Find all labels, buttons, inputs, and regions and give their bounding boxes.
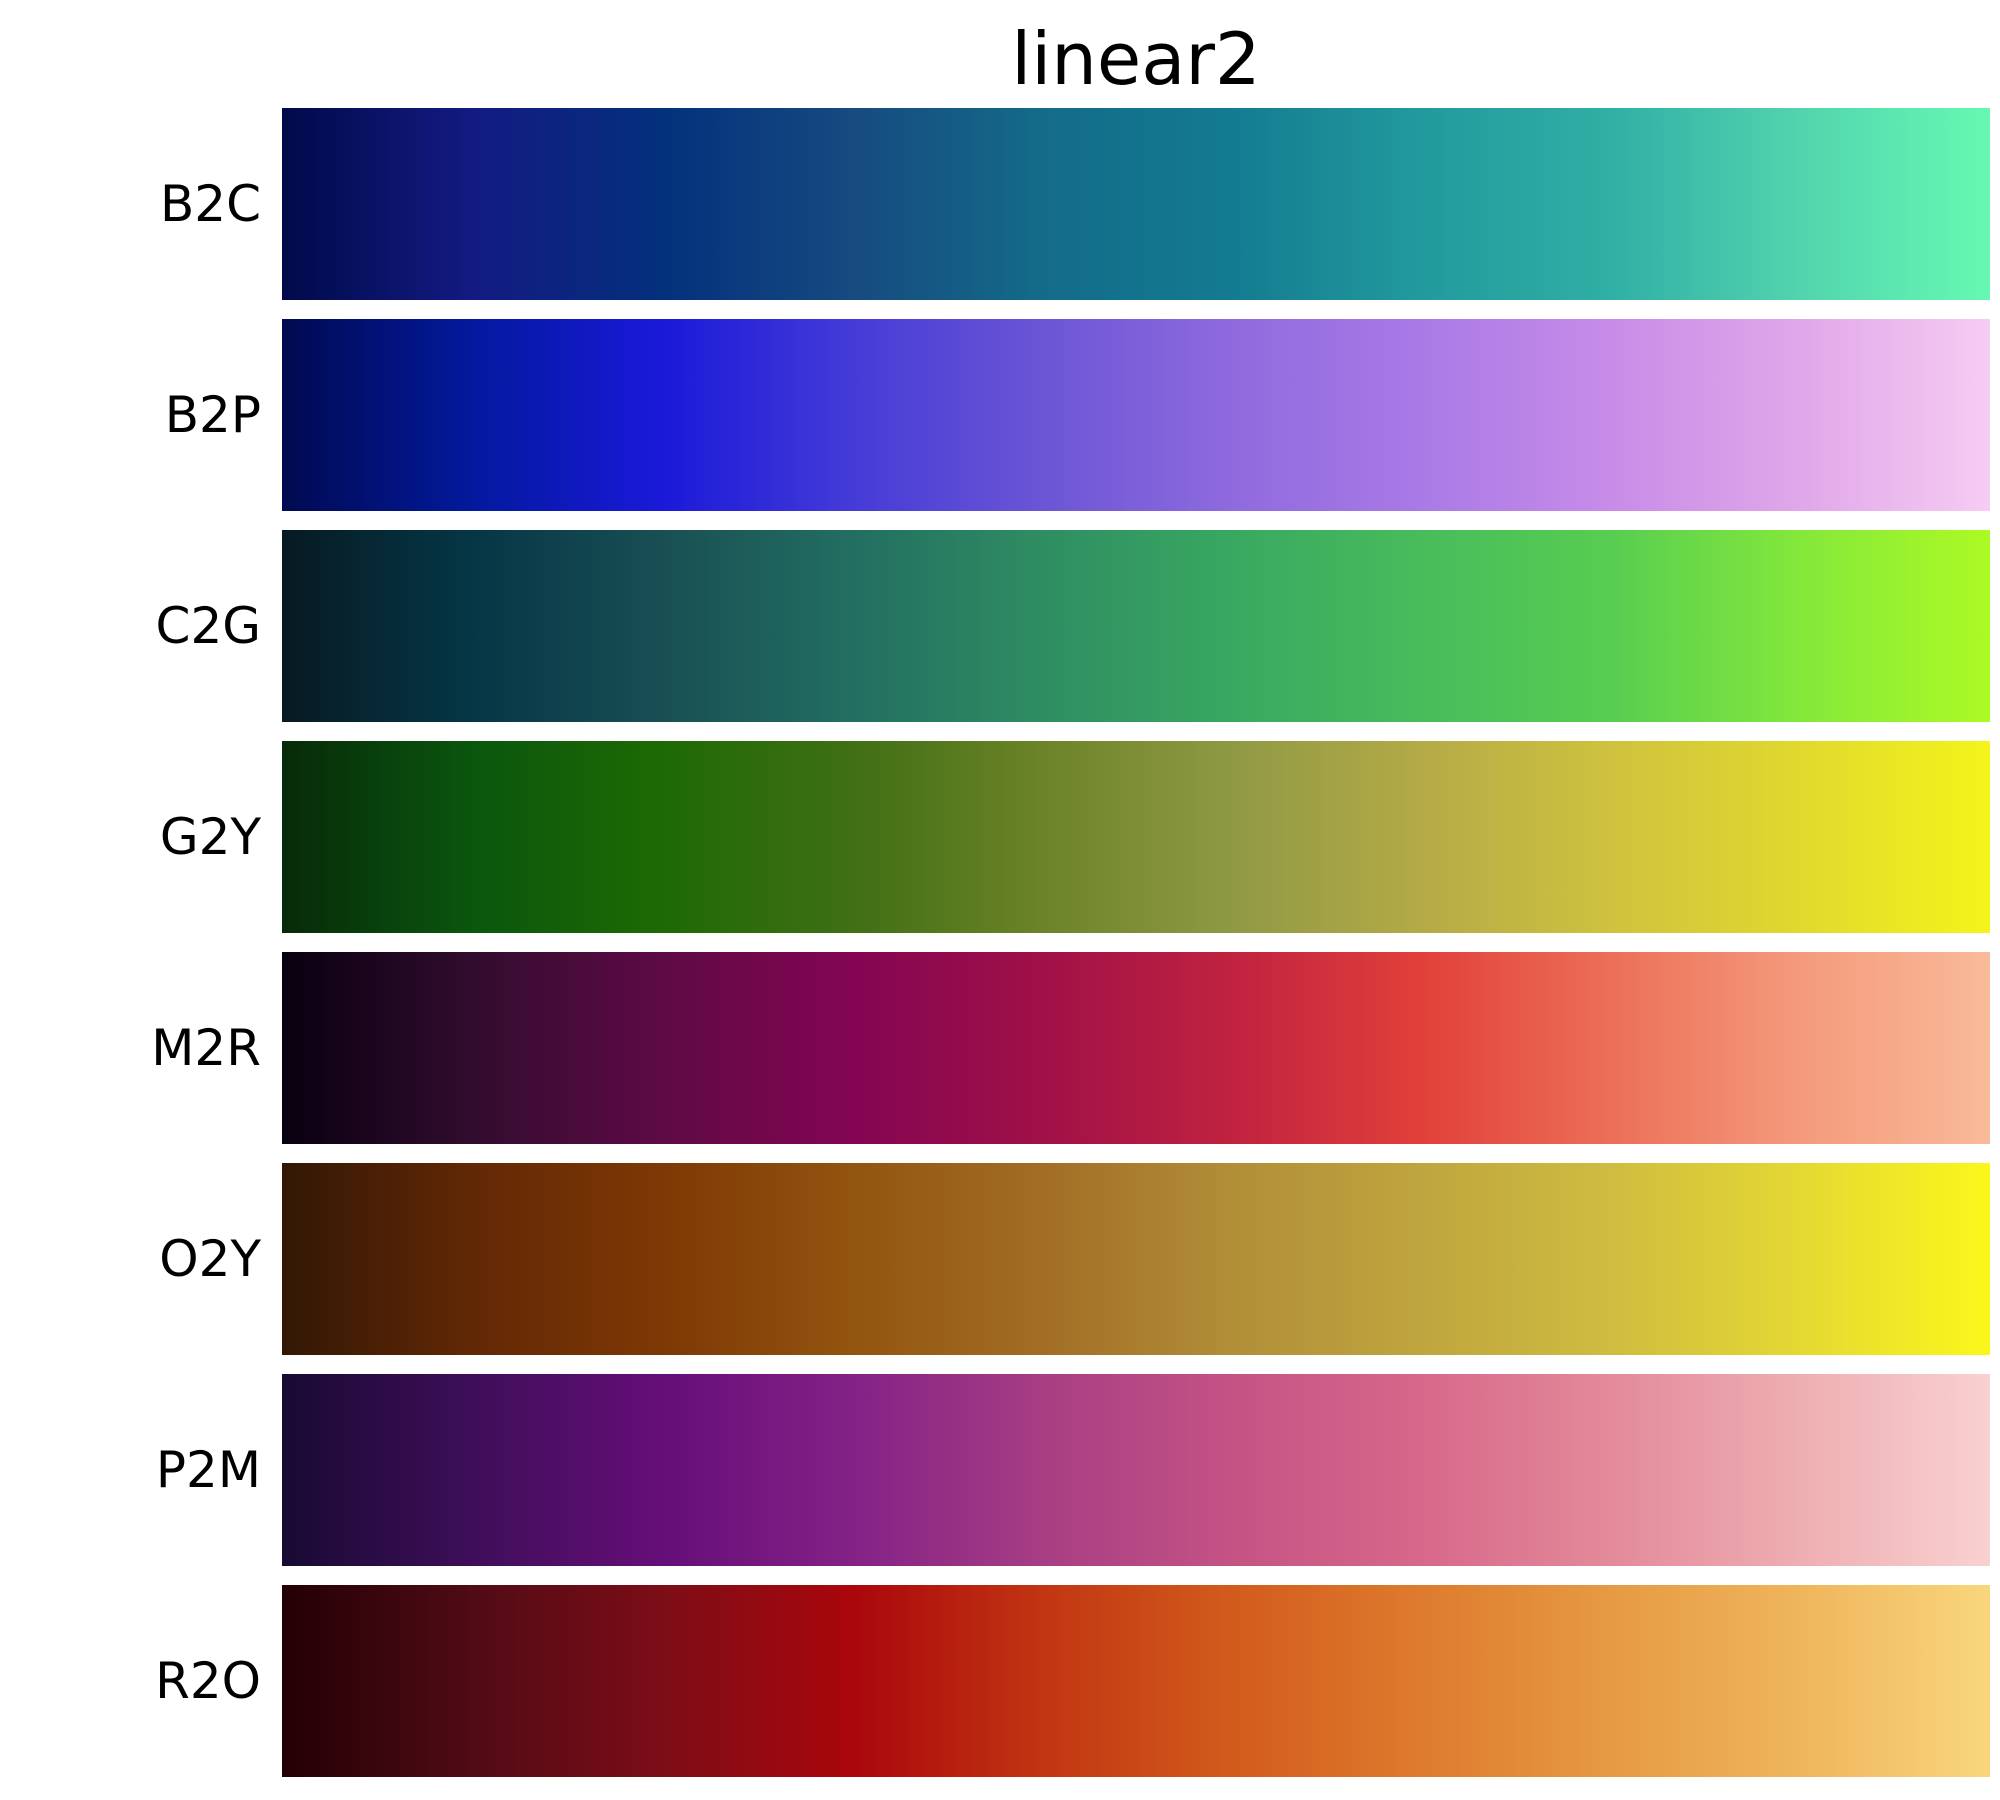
colormap-bar	[282, 1163, 1990, 1355]
colormap-row: P2M	[0, 1374, 2000, 1566]
colormap-row: B2C	[0, 108, 2000, 300]
row-label: B2C	[159, 175, 261, 233]
row-label: B2P	[164, 386, 261, 444]
colormap-row: B2P	[0, 319, 2000, 511]
colormap-row: O2Y	[0, 1163, 2000, 1355]
colormap-bar	[282, 741, 1990, 933]
colormap-bar	[282, 530, 1990, 722]
row-label: C2G	[155, 597, 261, 655]
colormap-bar	[282, 1374, 1990, 1566]
colormap-row: C2G	[0, 530, 2000, 722]
chart-title: linear2	[1011, 17, 1261, 101]
colormap-row: M2R	[0, 952, 2000, 1144]
row-label: O2Y	[159, 1230, 261, 1288]
colormap-bar	[282, 108, 1990, 300]
row-label: M2R	[151, 1019, 261, 1077]
row-label: R2O	[155, 1652, 261, 1710]
colormap-bar	[282, 319, 1990, 511]
row-label: P2M	[155, 1441, 261, 1499]
colormap-bar	[282, 952, 1990, 1144]
colormap-bar	[282, 1585, 1990, 1777]
colormap-row: R2O	[0, 1585, 2000, 1777]
row-label: G2Y	[159, 808, 261, 866]
colormap-row: G2Y	[0, 741, 2000, 933]
